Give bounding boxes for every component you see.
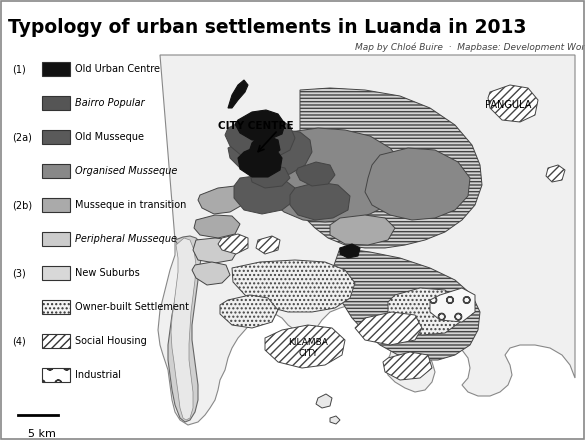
Polygon shape bbox=[265, 325, 345, 368]
Text: Bairro Popular: Bairro Popular bbox=[75, 98, 144, 108]
FancyBboxPatch shape bbox=[42, 334, 70, 348]
Polygon shape bbox=[228, 130, 312, 178]
Text: Social Housing: Social Housing bbox=[75, 336, 147, 346]
Text: Map by Chloé Buire  ·  Mapbase: Development Workshop: Map by Chloé Buire · Mapbase: Developmen… bbox=[355, 42, 585, 51]
Text: Organised Musseque: Organised Musseque bbox=[75, 166, 177, 176]
Polygon shape bbox=[235, 110, 285, 140]
Polygon shape bbox=[232, 260, 355, 312]
Polygon shape bbox=[296, 162, 335, 186]
Polygon shape bbox=[383, 352, 432, 380]
Text: CITY CENTRE: CITY CENTRE bbox=[218, 121, 294, 131]
Polygon shape bbox=[250, 136, 280, 156]
Text: Old Urban Centre: Old Urban Centre bbox=[75, 64, 160, 74]
FancyBboxPatch shape bbox=[42, 232, 70, 246]
Polygon shape bbox=[430, 288, 475, 322]
Polygon shape bbox=[171, 238, 196, 420]
Text: Typology of urban settlements in Luanda in 2013: Typology of urban settlements in Luanda … bbox=[8, 18, 527, 37]
FancyBboxPatch shape bbox=[42, 96, 70, 110]
Polygon shape bbox=[225, 116, 295, 160]
Text: (2b): (2b) bbox=[12, 200, 32, 210]
Polygon shape bbox=[255, 128, 405, 222]
FancyBboxPatch shape bbox=[42, 62, 70, 76]
Polygon shape bbox=[388, 288, 462, 335]
Text: Peripheral Musseque: Peripheral Musseque bbox=[75, 234, 177, 244]
Polygon shape bbox=[256, 236, 280, 254]
Text: Musseque in transition: Musseque in transition bbox=[75, 200, 187, 210]
Text: Old Musseque: Old Musseque bbox=[75, 132, 144, 142]
Polygon shape bbox=[220, 295, 278, 328]
Text: 5 km: 5 km bbox=[28, 429, 56, 439]
Polygon shape bbox=[193, 238, 238, 263]
Polygon shape bbox=[198, 186, 245, 214]
Polygon shape bbox=[238, 145, 282, 177]
Text: (3): (3) bbox=[12, 268, 26, 278]
Polygon shape bbox=[194, 215, 240, 238]
Text: Owner-built Settlement: Owner-built Settlement bbox=[75, 302, 189, 312]
Polygon shape bbox=[228, 80, 248, 108]
Polygon shape bbox=[365, 148, 470, 220]
Text: (4): (4) bbox=[12, 336, 26, 346]
FancyBboxPatch shape bbox=[42, 300, 70, 314]
Polygon shape bbox=[250, 165, 290, 188]
Text: (2a): (2a) bbox=[12, 132, 32, 142]
Polygon shape bbox=[546, 165, 565, 182]
FancyBboxPatch shape bbox=[42, 164, 70, 178]
Polygon shape bbox=[234, 175, 295, 214]
FancyBboxPatch shape bbox=[42, 198, 70, 212]
Polygon shape bbox=[333, 248, 480, 360]
FancyBboxPatch shape bbox=[42, 266, 70, 280]
Polygon shape bbox=[295, 88, 482, 248]
FancyBboxPatch shape bbox=[42, 368, 70, 382]
FancyBboxPatch shape bbox=[42, 130, 70, 144]
Polygon shape bbox=[355, 312, 422, 345]
Polygon shape bbox=[290, 182, 350, 220]
Polygon shape bbox=[330, 215, 395, 245]
Polygon shape bbox=[330, 416, 340, 424]
Text: (1): (1) bbox=[12, 64, 26, 74]
Polygon shape bbox=[168, 236, 202, 422]
Text: New Suburbs: New Suburbs bbox=[75, 268, 140, 278]
Text: Industrial: Industrial bbox=[75, 370, 121, 380]
Text: PANGULA: PANGULA bbox=[485, 100, 531, 110]
Polygon shape bbox=[192, 262, 230, 285]
Polygon shape bbox=[488, 85, 538, 122]
Polygon shape bbox=[218, 234, 248, 254]
Polygon shape bbox=[316, 394, 332, 408]
Text: KILAMBA
CITY: KILAMBA CITY bbox=[288, 338, 328, 358]
Polygon shape bbox=[158, 55, 575, 425]
Polygon shape bbox=[340, 244, 360, 258]
